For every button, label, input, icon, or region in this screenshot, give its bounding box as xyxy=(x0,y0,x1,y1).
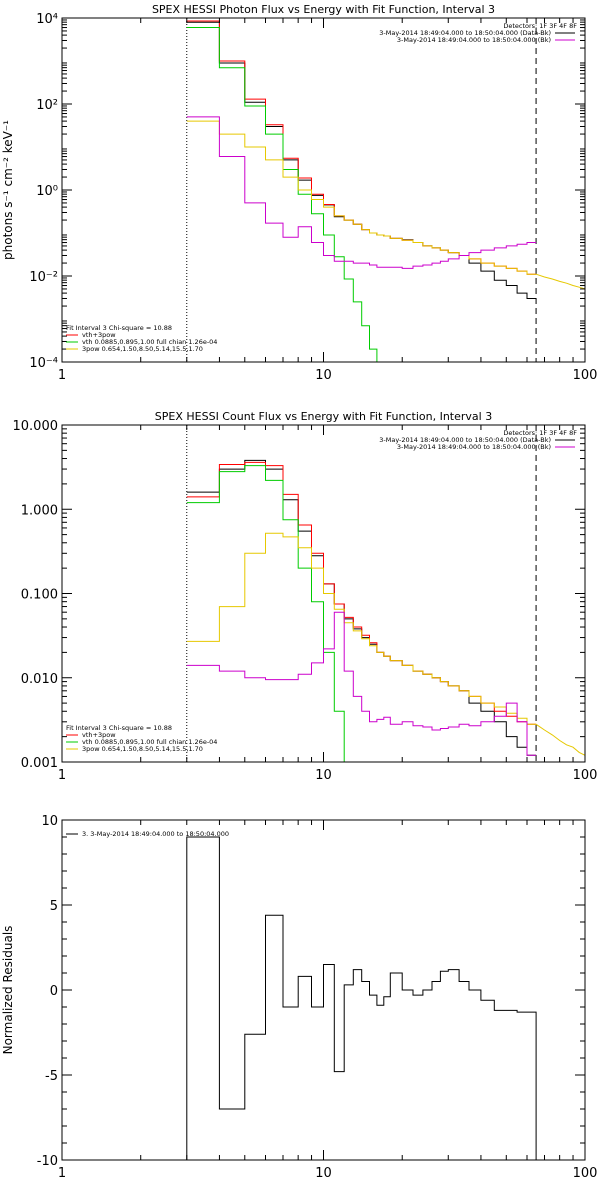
series-group xyxy=(186,20,585,362)
x-tick-label: 100 xyxy=(573,768,598,783)
y-tick-label: 10.000 xyxy=(13,419,59,434)
legend-text: Fit Interval 3 Chi-square = 10.88 xyxy=(66,724,172,732)
header-legend-text: 3-May-2014 18:49:04.000 to 18:50:04.000 … xyxy=(379,29,551,37)
x-tick-label: 100 xyxy=(573,1166,598,1181)
y-tick-label: 1.000 xyxy=(21,503,58,518)
chart-panel-1: SPEX HESSI Photon Flux vs Energy with Fi… xyxy=(1,3,598,383)
series-vth-3pow xyxy=(186,20,537,275)
x-tick-label: 100 xyxy=(573,368,598,383)
chart-title: SPEX HESSI Photon Flux vs Energy with Fi… xyxy=(152,3,495,16)
y-axis-label: Normalized Residuals xyxy=(1,926,15,1055)
legend-text: 3pow 0.654,1.50,8.50,5.14,15.5,1.70 xyxy=(82,745,203,753)
legend-text: vth+3pow xyxy=(82,731,116,739)
series-data-bk xyxy=(186,21,537,299)
x-tick-label: 1 xyxy=(58,368,66,383)
y-tick-label: 10² xyxy=(36,98,58,113)
x-tick-label: 1 xyxy=(58,768,66,783)
series-group xyxy=(186,836,537,1160)
header-legend-text: Detectors: 1F 3F 4F 8F xyxy=(503,429,577,437)
chart-panel-2: SPEX HESSI Count Flux vs Energy with Fit… xyxy=(13,410,598,783)
series-3- xyxy=(186,836,537,1160)
legend-text: vth 0.0885,0.895,1.00 full chian 1.26e-0… xyxy=(82,738,217,746)
header-legend-text: 3-May-2014 18:49:04.000 to 18:50:04.000 … xyxy=(379,436,551,444)
x-tick-label: 10 xyxy=(315,768,332,783)
series-vth-3pow xyxy=(186,461,537,725)
y-tick-label: 10⁻² xyxy=(29,270,58,285)
header-legend-text: Detectors: 1F 3F 4F 8F xyxy=(503,22,577,30)
series-3pow xyxy=(186,120,585,290)
y-tick-label: 0.010 xyxy=(21,672,58,687)
chart-panel-3: Normalized Residuals 1 10 100 -10 -5 0 5 10 3. 3-… xyxy=(1,814,597,1181)
legend-text: 3pow 0.654,1.50,8.50,5.14,15.5,1.70 xyxy=(82,345,203,353)
y-tick-label: 0.100 xyxy=(21,588,58,603)
y-tick-label: 10⁰ xyxy=(36,184,58,199)
series-vth xyxy=(186,465,345,762)
y-axis-label: photons s⁻¹ cm⁻² keV⁻¹ xyxy=(1,120,15,260)
y-tick-label: -5 xyxy=(45,1069,58,1084)
series-group xyxy=(186,459,585,762)
x-tick-label: 1 xyxy=(58,1166,66,1181)
y-tick-label: 0.001 xyxy=(21,756,58,771)
series-bk xyxy=(186,611,537,756)
legend-text: vth+3pow xyxy=(82,331,116,339)
header-legend-text: 3-May-2014 18:49:04.000 to 18:50:04.000 … xyxy=(397,443,551,451)
y-tick-label: 10 xyxy=(41,814,58,829)
y-tick-label: 0 xyxy=(50,984,58,999)
x-tick-label: 10 xyxy=(315,368,332,383)
legend-text: Fit Interval 3 Chi-square = 10.88 xyxy=(66,324,172,332)
y-tick-label: 5 xyxy=(50,899,58,914)
y-tick-label: 10⁻⁴ xyxy=(29,356,58,371)
legend-text: 3. 3-May-2014 18:49:04.000 to 18:50:04.0… xyxy=(82,830,229,838)
series-vth xyxy=(186,27,378,362)
x-tick-label: 10 xyxy=(315,1166,332,1181)
series-bk xyxy=(186,116,537,269)
header-legend-text: 3-May-2014 18:49:04.000 to 18:50:04.000 … xyxy=(397,36,551,44)
plot-frame xyxy=(61,17,586,363)
chart-title: SPEX HESSI Count Flux vs Energy with Fit… xyxy=(155,410,492,423)
y-tick-label: 10⁴ xyxy=(36,12,58,27)
legend-text: vth 0.0885,0.895,1.00 full chian 1.26e-0… xyxy=(82,338,217,346)
y-tick-label: -10 xyxy=(37,1154,58,1169)
